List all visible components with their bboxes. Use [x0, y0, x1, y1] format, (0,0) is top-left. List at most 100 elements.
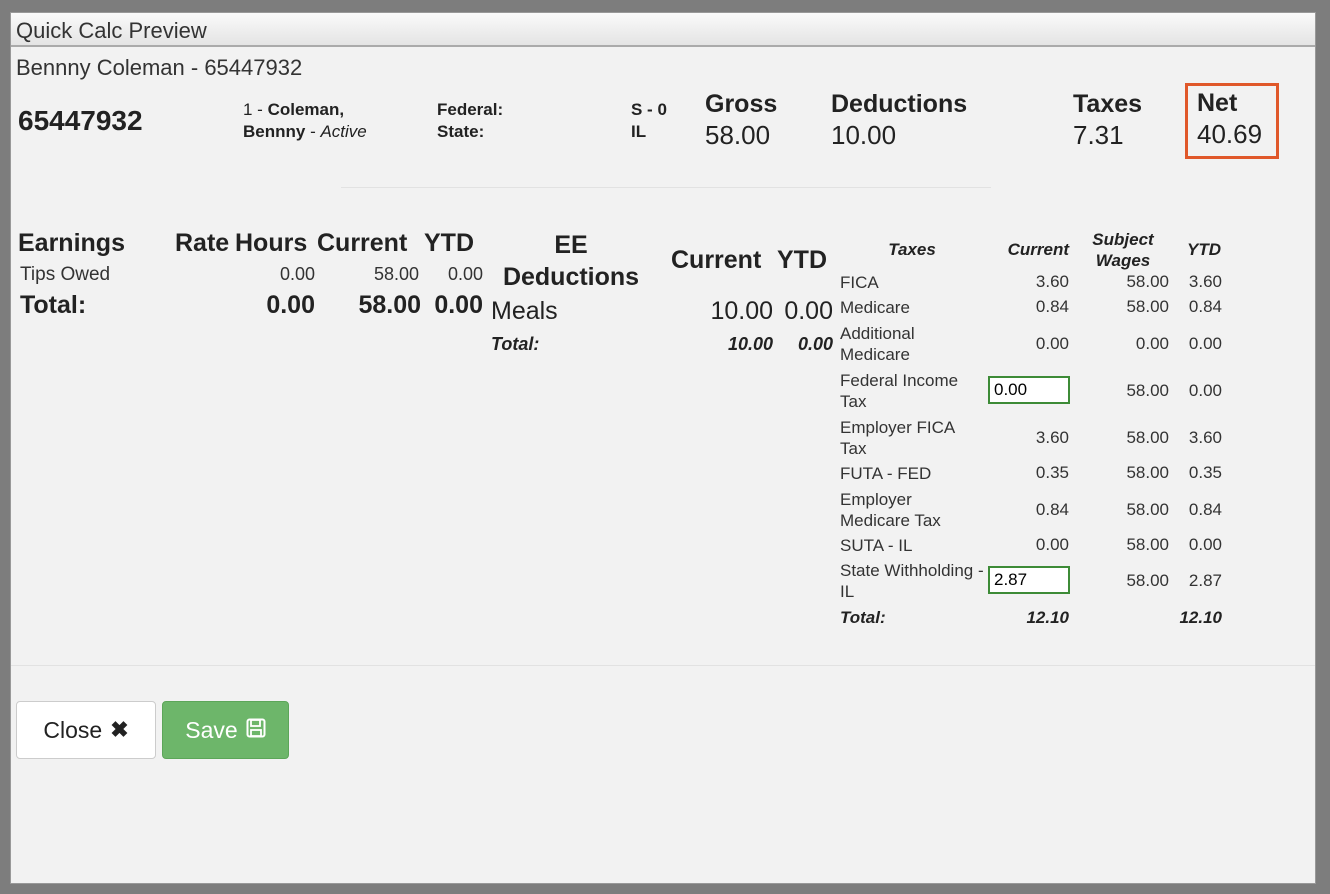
deduction-name: Meals [491, 297, 558, 325]
earnings-total-current: 58.00 [358, 291, 421, 319]
tax-current: 3.60 [1035, 272, 1069, 291]
times-icon: ✖ [110, 717, 129, 742]
tax-current: 3.60 [1035, 428, 1069, 447]
tax-name: SUTA - IL [840, 536, 913, 555]
deductions-value: 10.00 [831, 120, 897, 150]
tax-name: Medicare [840, 298, 910, 317]
ded-total-current: 10.00 [727, 334, 773, 354]
deduction-current: 10.00 [710, 297, 773, 325]
ded-ytd-header: YTD [777, 246, 827, 274]
tax-ytd: 3.60 [1188, 428, 1222, 447]
filing-values: S - 0 IL [631, 99, 667, 143]
ded-total-ytd: 0.00 [797, 334, 833, 354]
emp-number: 1 - [243, 100, 268, 119]
tax-current-header: Current [1007, 240, 1069, 259]
tax-subject-wages: 58.00 [1126, 272, 1169, 291]
hours-header: Hours [235, 229, 308, 257]
earning-hours: 0.00 [279, 264, 315, 284]
gross-label: Gross [705, 90, 778, 118]
tax-current: 0.00 [1035, 334, 1069, 353]
tax-ytd: 2.87 [1188, 571, 1222, 590]
rate-header: Rate [175, 229, 230, 257]
taxes-header: Taxes [888, 240, 936, 259]
federal-label: Federal: [437, 100, 504, 119]
tax-total-label: Total: [840, 608, 886, 627]
tax-current-input[interactable] [988, 566, 1070, 594]
current-header: Current [317, 229, 408, 257]
footer-divider [11, 665, 1315, 666]
tax-ytd: 0.84 [1188, 297, 1222, 316]
save-button[interactable]: Save [162, 701, 289, 759]
earnings-total-label: Total: [20, 291, 87, 319]
quick-calc-modal: Quick Calc Preview Bennny Coleman - 6544… [10, 12, 1316, 884]
tax-ytd: 0.84 [1188, 500, 1222, 519]
deductions-label: Deductions [831, 90, 968, 118]
state-label: State: [437, 122, 485, 141]
net-value: 40.69 [1197, 119, 1263, 149]
ytd-header: YTD [424, 229, 474, 257]
taxes-summary: Taxes 7.31 [1073, 89, 1142, 151]
gross-value: 58.00 [705, 120, 771, 150]
gross-summary: Gross 58.00 [705, 89, 777, 151]
tax-name: Employer FICA Tax [840, 418, 955, 458]
tax-name: Federal Income Tax [840, 371, 959, 411]
tax-current-input[interactable] [988, 376, 1070, 404]
taxes-value: 7.31 [1073, 120, 1124, 150]
state-value: IL [631, 122, 647, 141]
tax-subject-wages: 58.00 [1126, 381, 1169, 400]
filing-labels: Federal: State: [437, 99, 503, 143]
ded-current-header: Current [671, 246, 762, 274]
employee-subtitle: Bennny Coleman - 65447932 [16, 55, 303, 80]
tax-name: FUTA - FED [840, 464, 932, 483]
emp-first-name: Bennny [243, 122, 306, 141]
earning-ytd: 0.00 [447, 264, 483, 284]
tax-ytd-header: YTD [1187, 240, 1221, 259]
earning-name: Tips Owed [20, 264, 111, 285]
ee-deductions-header: EE Deductions [502, 231, 640, 291]
subject-wages-header: Subject Wages [1092, 230, 1154, 270]
tax-subject-wages: 58.00 [1126, 500, 1169, 519]
tax-current: 0.35 [1035, 463, 1069, 482]
tax-ytd: 0.35 [1188, 463, 1222, 482]
net-summary: Net 40.69 [1185, 83, 1279, 159]
earnings-total-hours: 0.00 [266, 291, 315, 319]
tax-ytd: 0.00 [1188, 381, 1222, 400]
close-button[interactable]: Close ✖ [16, 701, 156, 759]
tax-current: 0.00 [1035, 535, 1069, 554]
earning-current: 58.00 [373, 264, 419, 284]
tax-ytd: 3.60 [1188, 272, 1222, 291]
tax-total-current: 12.10 [1026, 608, 1069, 627]
close-label: Close [43, 716, 103, 743]
tax-name: State Withholding - IL [840, 561, 984, 601]
earnings-header: Earnings [18, 229, 125, 257]
deduction-ytd: 0.00 [784, 297, 833, 325]
employee-id: 65447932 [18, 105, 143, 136]
tax-ytd: 0.00 [1188, 535, 1222, 554]
save-label: Save [185, 716, 238, 743]
earnings-total-ytd: 0.00 [434, 291, 483, 319]
tax-subject-wages: 58.00 [1126, 571, 1169, 590]
floppy-disk-icon [246, 717, 266, 744]
deductions-summary: Deductions 10.00 [831, 89, 967, 151]
federal-value: S - 0 [631, 100, 667, 119]
emp-last-name: Coleman, [267, 100, 345, 119]
taxes-label: Taxes [1073, 90, 1143, 118]
tax-total-ytd: 12.10 [1179, 608, 1222, 627]
tax-current: 0.84 [1035, 500, 1069, 519]
net-label: Net [1197, 89, 1238, 117]
ded-total-label: Total: [491, 334, 540, 354]
tax-name: Employer Medicare Tax [840, 490, 941, 530]
modal-title: Quick Calc Preview [11, 13, 1315, 47]
tax-subject-wages: 58.00 [1126, 535, 1169, 554]
tax-subject-wages: 58.00 [1126, 463, 1169, 482]
tax-name: Additional Medicare [840, 324, 915, 364]
employee-info: 1 - Coleman, Bennny - Active [243, 99, 367, 143]
emp-status: Active [320, 122, 367, 141]
divider [341, 187, 991, 188]
tax-subject-wages: 0.00 [1135, 334, 1169, 353]
sep: - [305, 122, 321, 141]
tax-name: FICA [840, 273, 879, 292]
tax-subject-wages: 58.00 [1126, 297, 1169, 316]
tax-ytd: 0.00 [1188, 334, 1222, 353]
tax-subject-wages: 58.00 [1126, 428, 1169, 447]
